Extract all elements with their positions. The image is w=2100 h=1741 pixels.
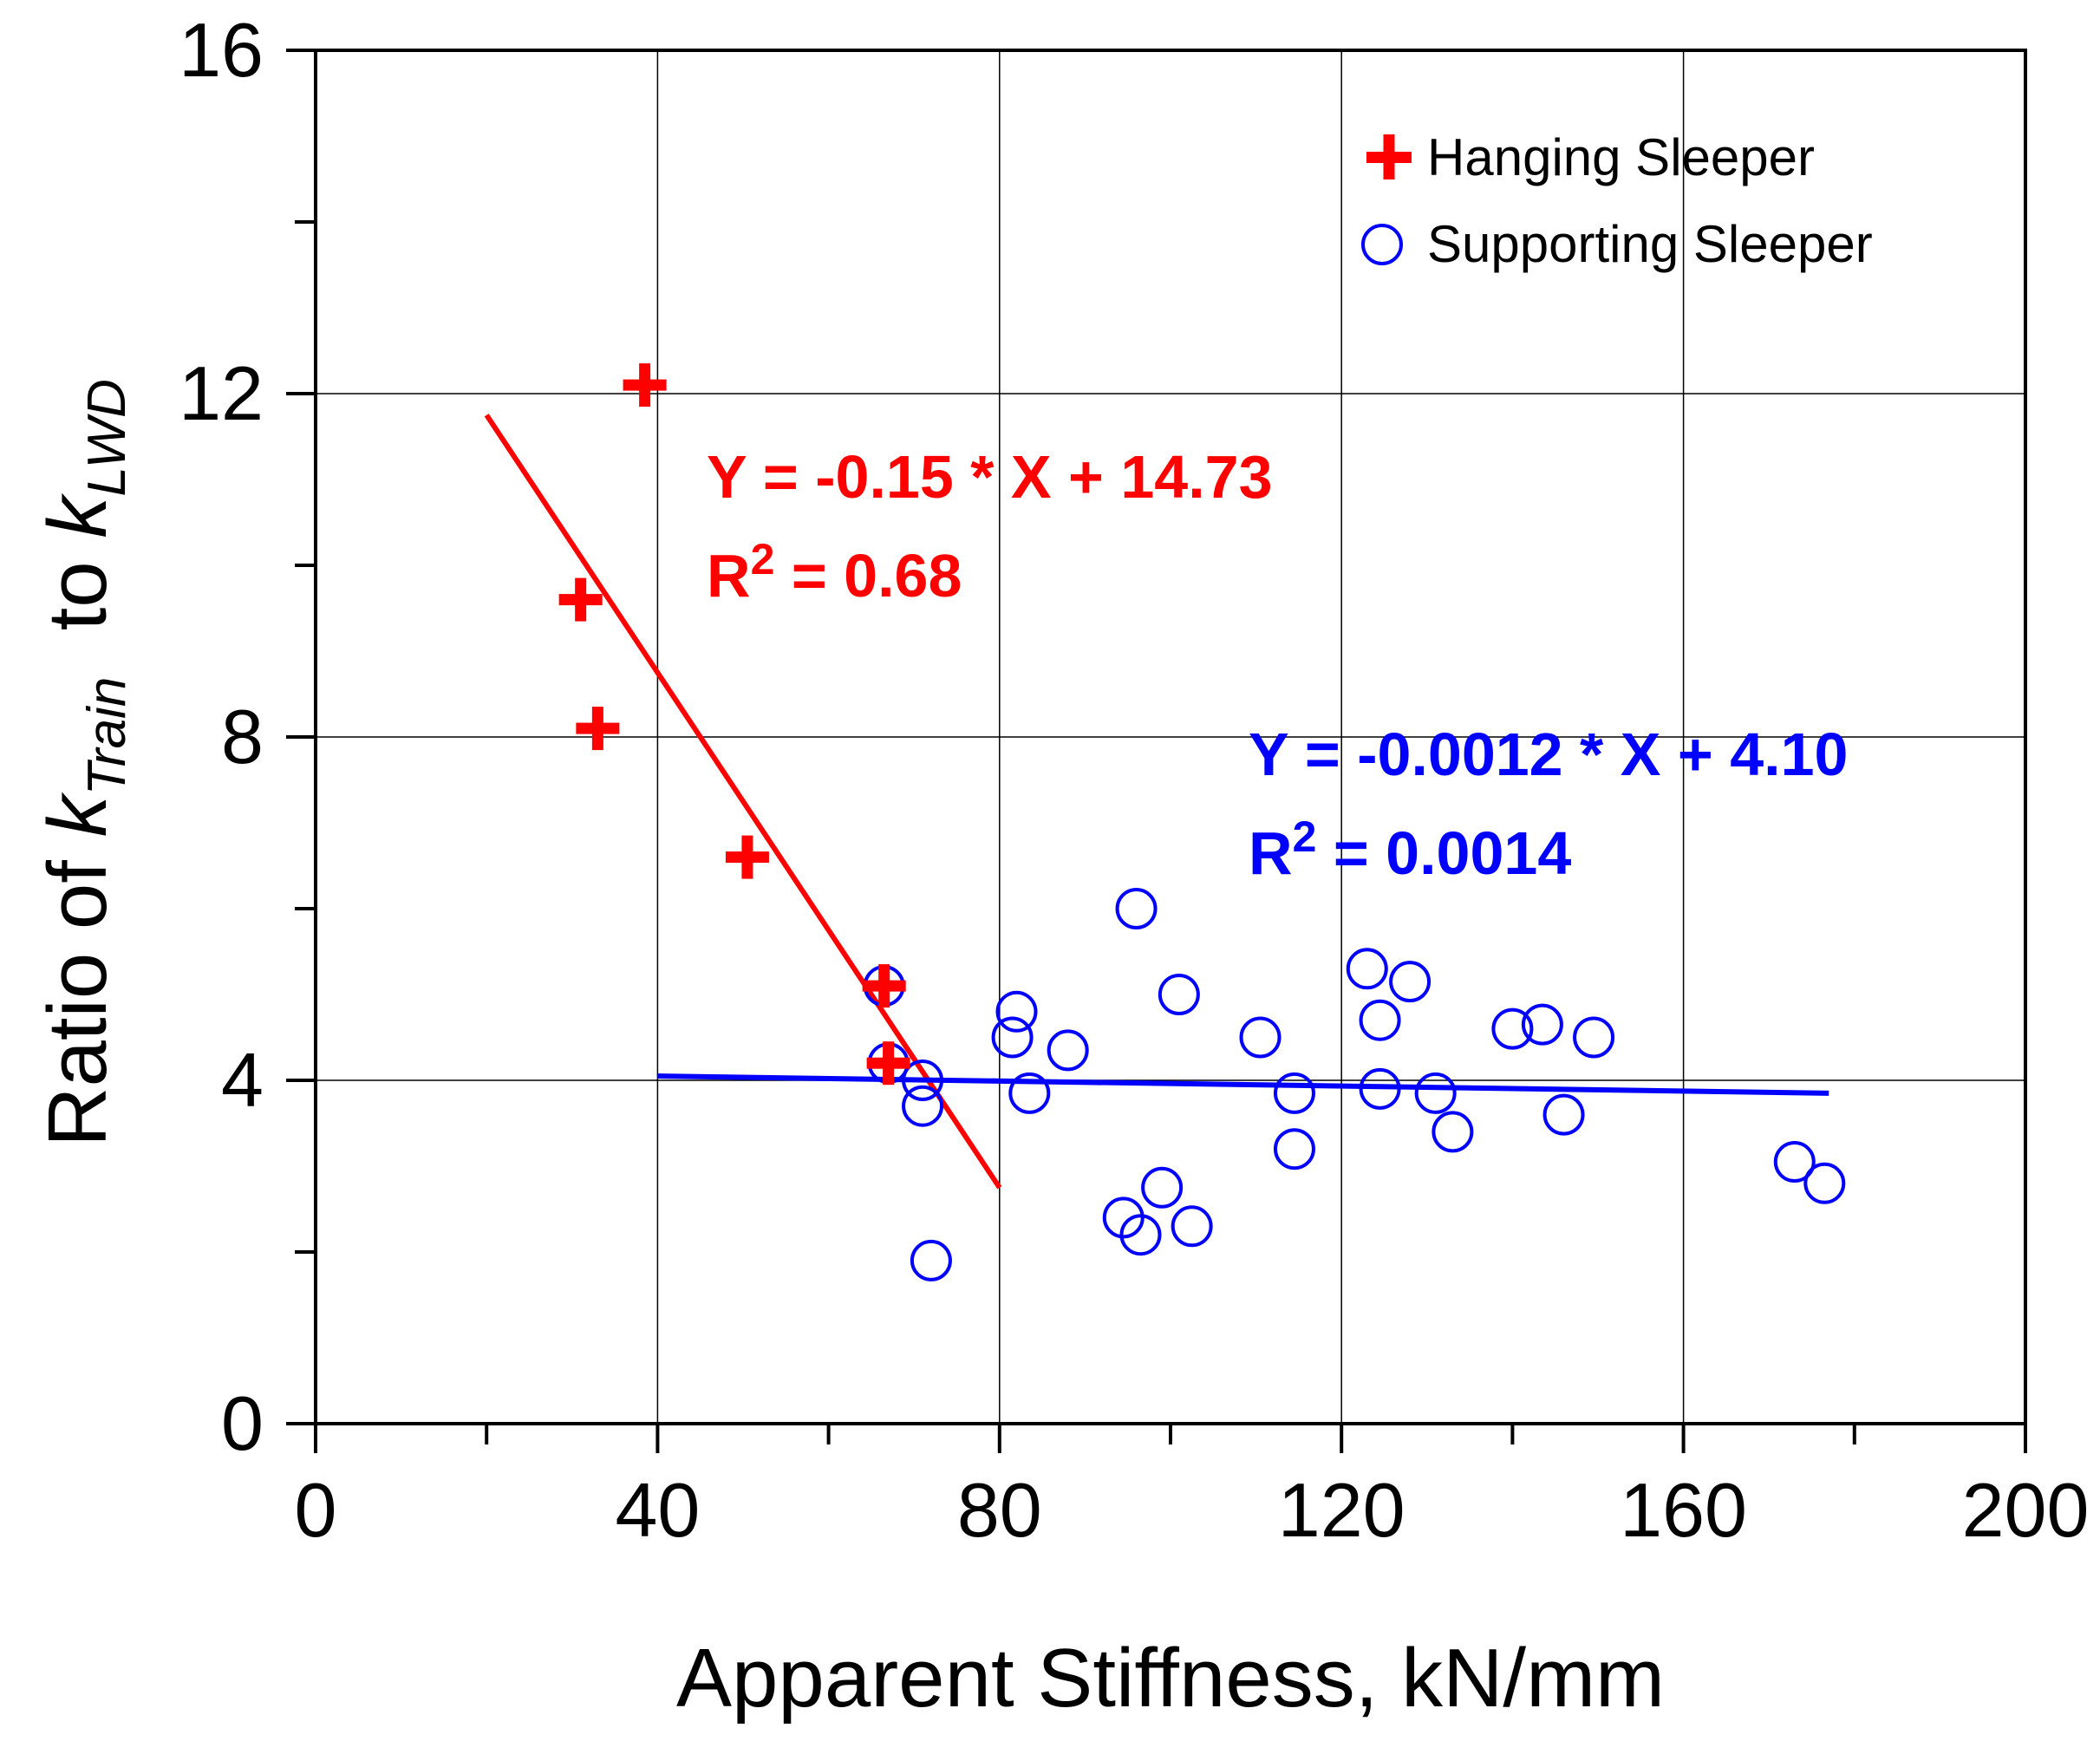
supporting-point xyxy=(1158,974,1200,1015)
hanging-fit-equation: Y = -0.15 * X + 14.73 xyxy=(707,443,1273,511)
hanging-point xyxy=(576,707,620,751)
hanging-r2-sup: 2 xyxy=(751,535,775,584)
y-axis-title-k2: k xyxy=(31,492,124,538)
hanging-point xyxy=(866,1041,910,1086)
supporting-point xyxy=(1359,1067,1401,1110)
x-tick-label: 120 xyxy=(1278,1467,1405,1553)
supporting-point xyxy=(1491,1007,1534,1050)
supporting-r2-rest: = 0.0014 xyxy=(1316,819,1571,887)
hanging-point-v xyxy=(639,363,651,408)
hanging-point xyxy=(623,363,667,408)
x-tick-label: 200 xyxy=(1962,1467,2090,1553)
supporting-fit-equation: Y = -0.0012 * X + 4.10 xyxy=(1249,721,1848,788)
legend-circle-icon xyxy=(1361,224,1403,265)
supporting-point xyxy=(1119,1214,1162,1256)
hanging-r2-prefix: R xyxy=(707,542,751,610)
supporting-point xyxy=(1102,1197,1145,1239)
supporting-point xyxy=(902,1060,944,1101)
y-axis-title: Ratio of kTrain to kLWD xyxy=(31,379,137,1147)
hanging-point-v xyxy=(741,835,753,879)
supporting-point xyxy=(1542,1093,1585,1136)
supporting-r2-prefix: R xyxy=(1249,819,1293,887)
supporting-point xyxy=(1273,1128,1315,1170)
hanging-fit-line xyxy=(484,414,1002,1190)
supporting-point xyxy=(1573,1016,1615,1059)
hanging-point-v xyxy=(878,964,890,1008)
x-tick-label: 40 xyxy=(615,1467,700,1553)
tick-labels: 0 40 80 120 160 200 0 4 8 12 16 xyxy=(179,7,2089,1553)
y-tick-label: 0 xyxy=(221,1380,264,1466)
x-tick-label: 0 xyxy=(295,1467,337,1553)
supporting-point xyxy=(995,990,1038,1033)
supporting-point xyxy=(1346,948,1388,990)
hanging-fit-r2: R2 = 0.68 xyxy=(707,535,962,610)
x-tick-label: 160 xyxy=(1620,1467,1747,1553)
hanging-point xyxy=(862,964,906,1008)
y-tick-label: 16 xyxy=(179,7,264,93)
supporting-point xyxy=(1171,1205,1213,1248)
axis-ticks xyxy=(286,49,2027,1453)
legend-plus-icon xyxy=(1366,134,1412,179)
supporting-point xyxy=(1115,888,1158,929)
supporting-point xyxy=(1239,1016,1282,1059)
y-axis-title-sub2: LWD xyxy=(77,379,137,496)
x-axis-title: Apparent Stiffness, kN/mm xyxy=(676,1632,1665,1725)
fit-lines xyxy=(484,414,1829,1190)
supporting-point xyxy=(1047,1029,1089,1072)
supporting-point xyxy=(902,1085,944,1127)
supporting-point xyxy=(1414,1072,1457,1114)
y-tick-label: 12 xyxy=(179,350,264,436)
hanging-point xyxy=(725,835,769,879)
hanging-point xyxy=(558,577,603,622)
supporting-point xyxy=(1141,1166,1184,1209)
supporting-point xyxy=(1359,999,1401,1041)
hanging-point-v xyxy=(591,707,603,751)
y-axis-title-mid: to xyxy=(31,538,124,677)
hanging-r2-rest: = 0.68 xyxy=(774,542,962,610)
y-axis-title-prefix: Ratio of xyxy=(31,837,124,1147)
y-tick-label: 8 xyxy=(221,694,264,779)
supporting-fit-r2: R2 = 0.0014 xyxy=(1249,812,1571,887)
supporting-point xyxy=(1521,1003,1563,1046)
legend-label-supporting: Supporting Sleeper xyxy=(1427,215,1873,273)
supporting-point xyxy=(991,1016,1034,1059)
legend-label-hanging: Hanging Sleeper xyxy=(1427,128,1815,186)
y-axis-title-k1: k xyxy=(31,791,124,837)
hanging-point-v xyxy=(575,577,587,622)
supporting-r2-sup: 2 xyxy=(1293,812,1317,861)
data-markers xyxy=(558,363,1846,1281)
hanging-point-v xyxy=(883,1041,895,1086)
supporting-point xyxy=(1432,1111,1474,1153)
supporting-point xyxy=(910,1239,952,1281)
supporting-fit-line xyxy=(657,1073,1829,1096)
supporting-point xyxy=(1773,1141,1816,1183)
y-axis-title-sub1: Train xyxy=(77,677,137,796)
supporting-point xyxy=(1008,1072,1051,1114)
supporting-point xyxy=(1803,1162,1846,1204)
supporting-point xyxy=(1273,1072,1315,1114)
legend: Hanging Sleeper Supporting Sleeper xyxy=(1361,128,1873,273)
x-tick-label: 80 xyxy=(957,1467,1042,1553)
y-tick-label: 4 xyxy=(221,1037,264,1123)
supporting-point xyxy=(1389,961,1432,1003)
